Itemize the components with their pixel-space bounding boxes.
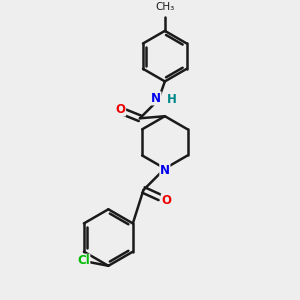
- Text: N: N: [160, 164, 170, 176]
- Text: Cl: Cl: [77, 254, 90, 267]
- Text: CH₃: CH₃: [155, 2, 175, 12]
- Text: N: N: [151, 92, 161, 105]
- Text: O: O: [161, 194, 171, 207]
- Text: O: O: [116, 103, 126, 116]
- Text: H: H: [167, 93, 177, 106]
